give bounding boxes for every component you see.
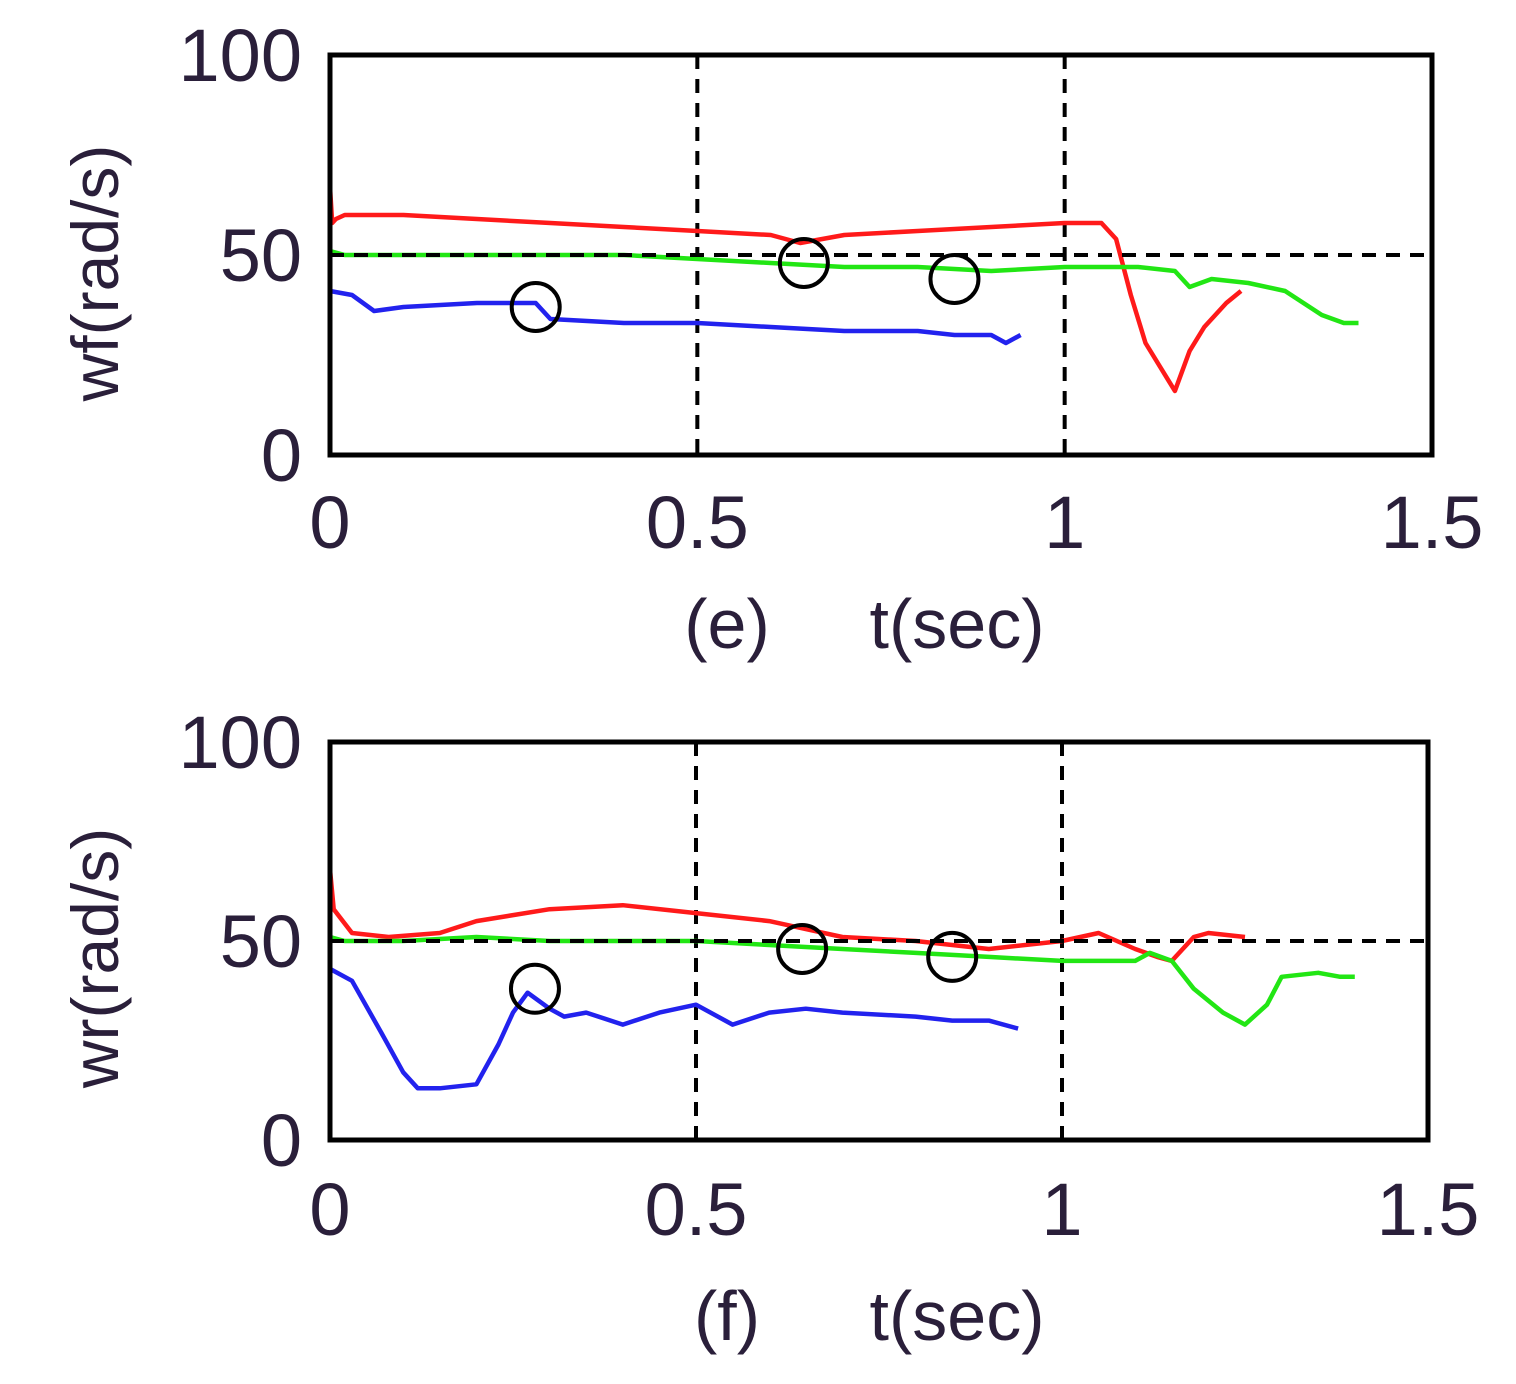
panel-label: (f) [694, 1277, 760, 1355]
y-axis-label: wf(rad/s) [58, 145, 132, 403]
series-line-blue [328, 966, 1019, 1091]
circle-marker [928, 253, 981, 305]
x-axis-label: t(sec) [870, 585, 1045, 663]
y-axis-label: wr(rad/s) [58, 828, 132, 1089]
circle-marker [508, 962, 561, 1015]
x-axis-label: t(sec) [870, 1277, 1045, 1355]
y-tick-label: 0 [261, 1099, 302, 1182]
circle-marker [777, 237, 830, 289]
x-tick-label: 1 [1044, 481, 1085, 564]
y-tick-label: 100 [179, 14, 302, 97]
series-line-blue [329, 288, 1022, 346]
circle-marker [776, 922, 829, 975]
circle-marker [509, 281, 562, 333]
y-tick-label: 0 [261, 414, 302, 497]
series-line-red [327, 186, 1243, 394]
x-tick-label: 1.5 [1381, 481, 1484, 564]
x-tick-label: 1.5 [1377, 1168, 1480, 1251]
x-tick-label: 0 [309, 1168, 350, 1251]
series-line-green [329, 934, 1355, 1027]
x-tick-label: 1 [1041, 1168, 1082, 1251]
panel-label: (e) [684, 585, 770, 663]
plot-frame [327, 52, 1435, 458]
y-tick-label: 100 [179, 701, 302, 784]
y-tick-label: 50 [220, 214, 302, 297]
series-line-green [329, 248, 1359, 326]
x-tick-label: 0 [309, 481, 350, 564]
x-tick-label: 0.5 [646, 481, 749, 564]
plot-frame [327, 739, 1431, 1143]
y-tick-label: 50 [220, 900, 302, 983]
circle-marker [926, 930, 979, 983]
x-tick-label: 0.5 [645, 1168, 748, 1251]
chart-panel-f: 0 0.5 1 1.5 0 50 100 wr(rad/s) (f) t(sec) [58, 701, 1479, 1355]
chart-panel-e: 0 0.5 1 1.5 0 50 100 wf(rad/s) (e) t(sec) [58, 14, 1483, 663]
